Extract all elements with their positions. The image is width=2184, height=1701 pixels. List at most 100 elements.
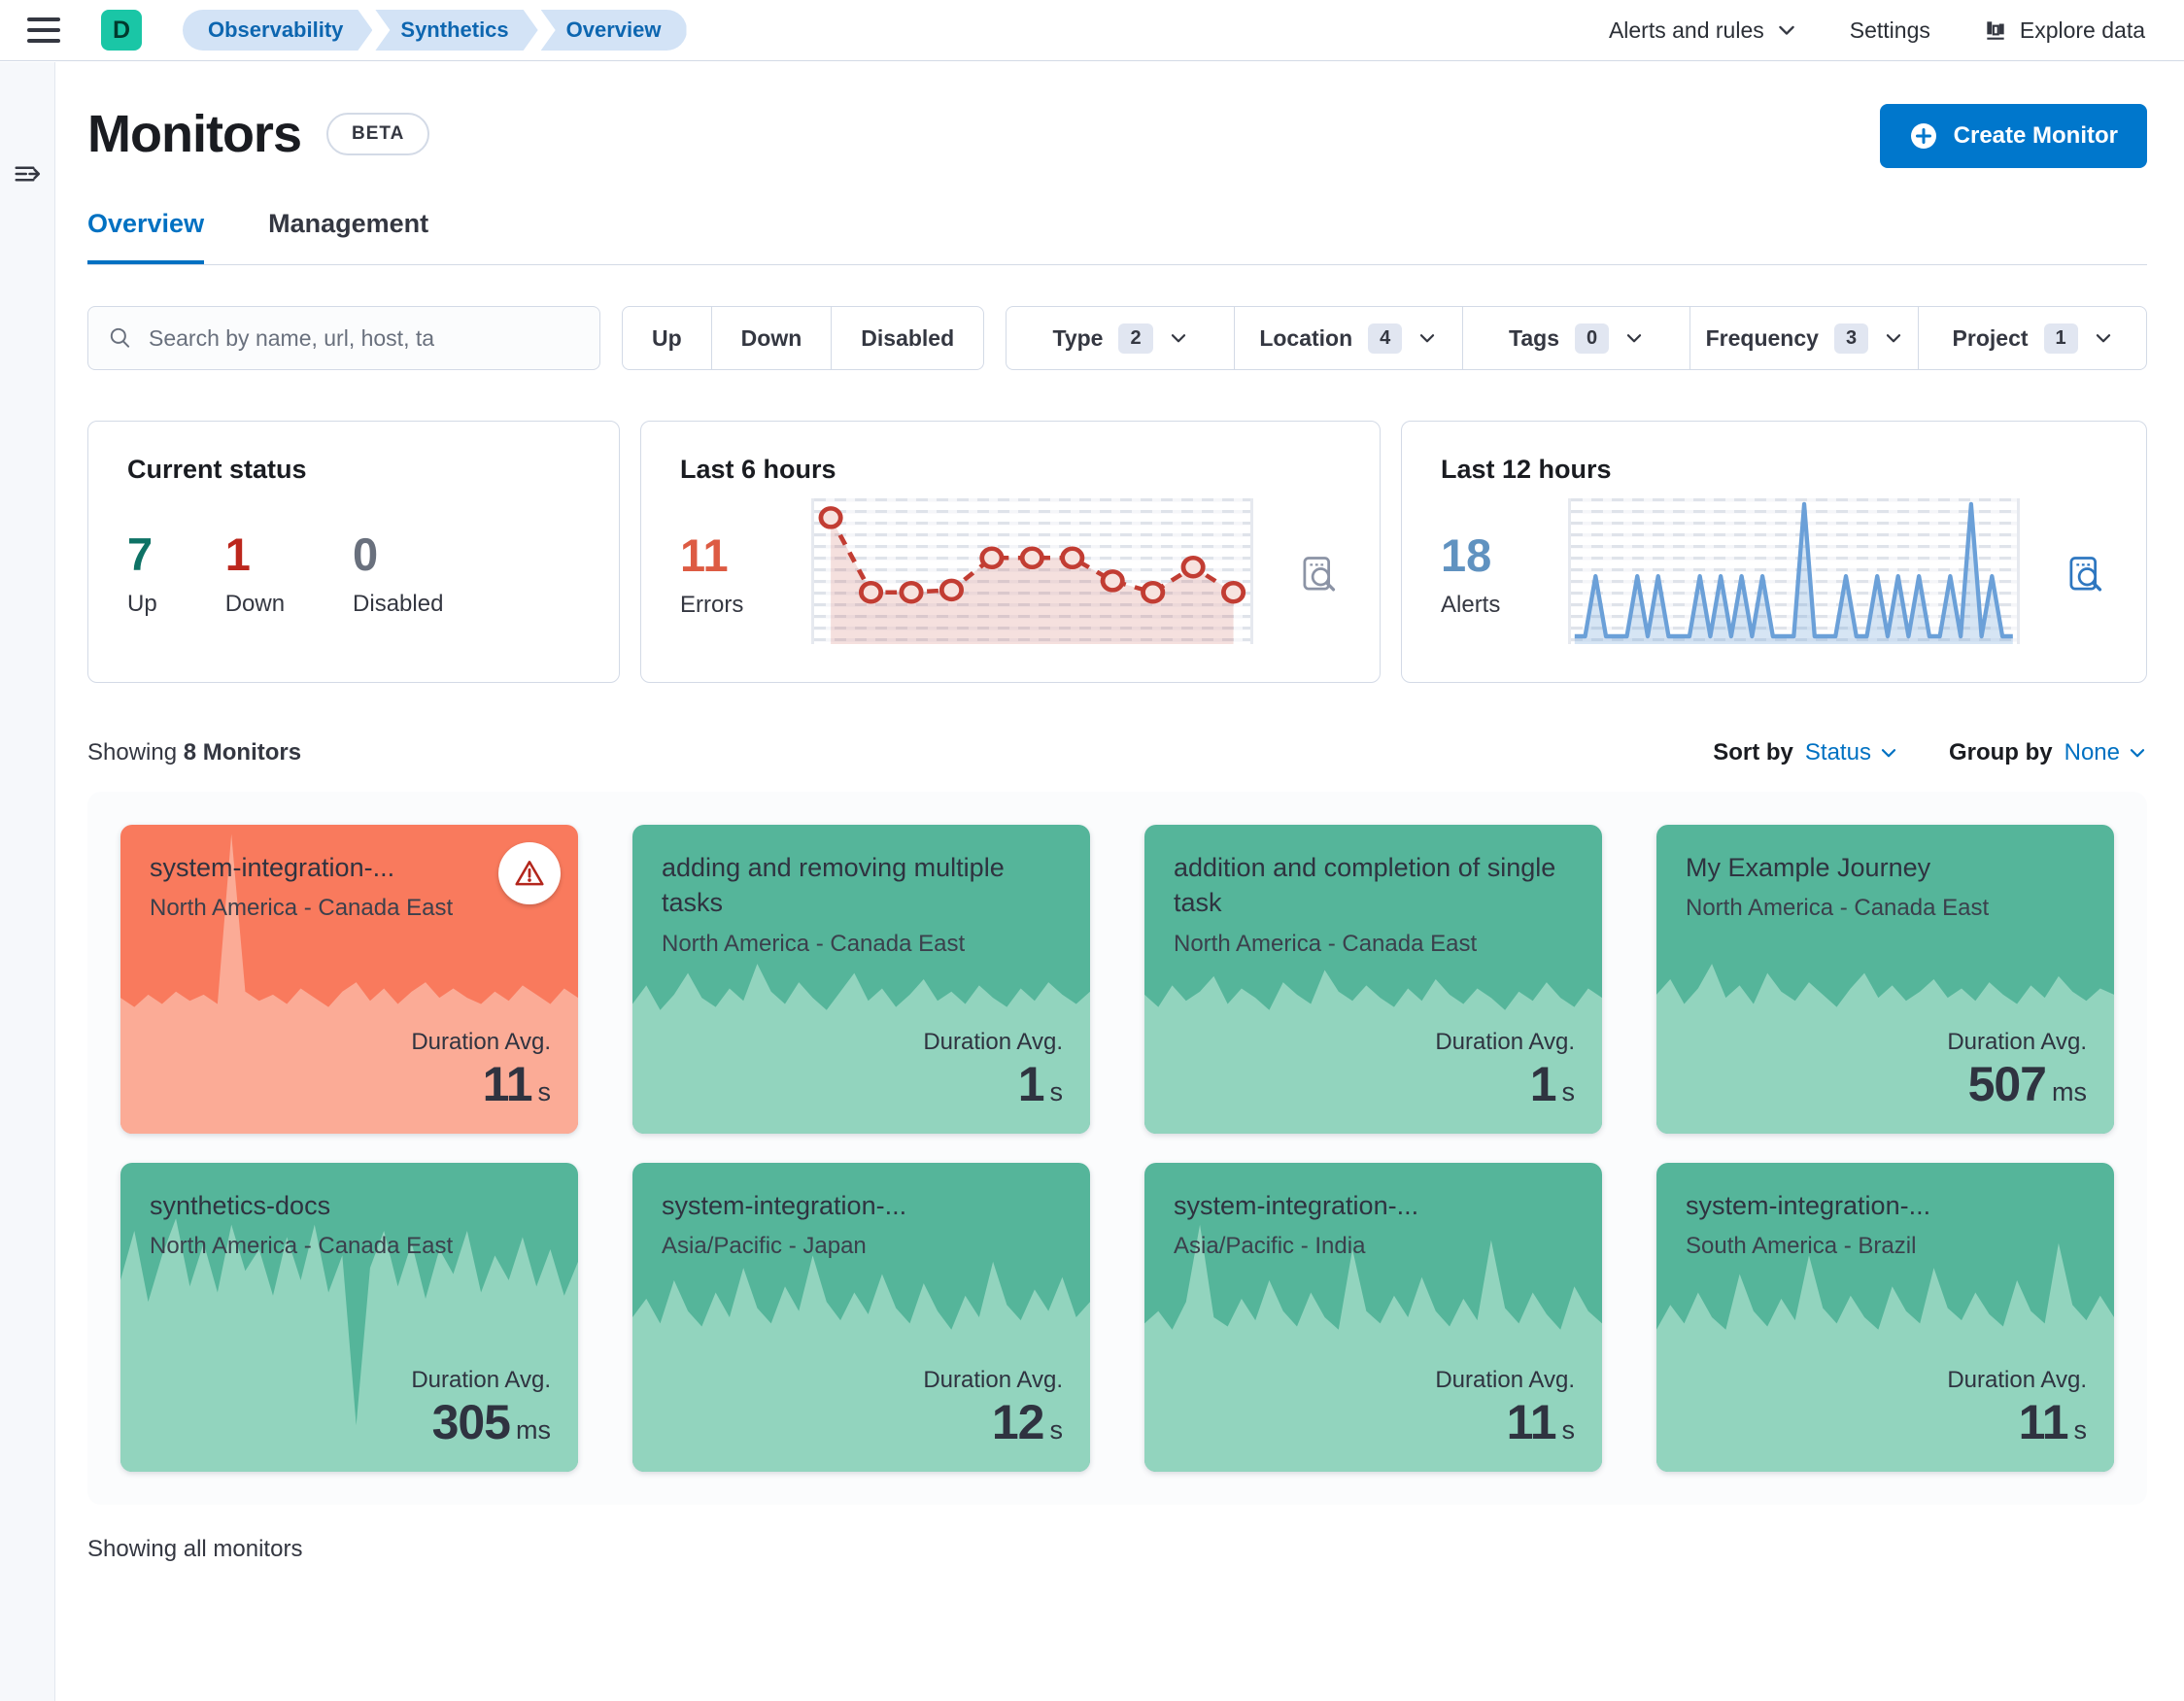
filter-dropdown-location[interactable]: Location 4 — [1235, 307, 1463, 369]
space-avatar[interactable]: D — [101, 10, 142, 51]
monitor-duration: Duration Avg. 305 ms — [411, 1367, 551, 1449]
monitor-card[interactable]: system-integration-... Asia/Pacific - Ind… — [1144, 1163, 1602, 1472]
page-title: Monitors — [87, 105, 302, 163]
last-6-hours-title: Last 6 hours — [680, 455, 836, 484]
filter-count-badge: 1 — [2043, 323, 2078, 354]
filter-label: Frequency — [1705, 324, 1819, 351]
filter-label: Type — [1052, 324, 1104, 351]
duration-sparkline — [120, 1218, 578, 1472]
monitor-location: North America - Canada East — [1174, 930, 1478, 957]
monitor-card[interactable]: system-integration-... Asia/Pacific - Jap… — [632, 1163, 1090, 1472]
status-count-down: 1 Down — [224, 528, 286, 617]
filter-down-button[interactable]: Down — [712, 307, 833, 369]
monitor-location: North America - Canada East — [150, 1233, 454, 1260]
monitor-name: system-integration-... — [1686, 1191, 1931, 1220]
monitor-card[interactable]: system-integration-... North America - Ca… — [120, 825, 578, 1134]
filter-dropdown-project[interactable]: Project 1 — [1919, 307, 2146, 369]
filter-dropdown-type[interactable]: Type 2 — [1007, 307, 1235, 369]
alerts-stat: 18 Alerts — [1441, 528, 1500, 619]
monitor-name: system-integration-... — [1174, 1191, 1419, 1220]
last-12-hours-card: Last 12 hours 18 Alerts — [1401, 421, 2147, 683]
monitor-card[interactable]: system-integration-... South America - Br… — [1656, 1163, 2114, 1472]
monitor-name: My Example Journey — [1686, 853, 1931, 882]
breadcrumb: Observability Synthetics Overview — [183, 10, 690, 51]
monitor-name: synthetics-docs — [150, 1191, 331, 1220]
group-by-control: Group by None — [1949, 739, 2147, 766]
monitor-card[interactable]: addition and completion of single task No… — [1144, 825, 1602, 1134]
monitor-name: adding and removing multiple tasks — [662, 853, 1005, 918]
chevron-down-icon — [1776, 19, 1797, 41]
beta-badge: BETA — [325, 113, 430, 155]
errors-stat: 11 Errors — [680, 528, 743, 619]
inspect-icon[interactable] — [2065, 553, 2107, 595]
filter-count-badge: 4 — [1368, 323, 1403, 354]
sort-by-select[interactable]: Status — [1805, 739, 1898, 766]
filter-count-badge: 3 — [1833, 323, 1869, 354]
filter-count-badge: 2 — [1118, 323, 1153, 354]
duration-sparkline — [1144, 970, 1602, 1134]
filter-dropdown-group: Type 2 Location 4 Tags 0 Frequency 3 Project 1 — [1006, 306, 2147, 370]
breadcrumb-observability[interactable]: Observability — [183, 10, 372, 51]
filter-count-badge: 0 — [1575, 323, 1610, 354]
tab-overview[interactable]: Overview — [87, 209, 205, 264]
tab-management[interactable]: Management — [268, 209, 429, 238]
status-count-disabled: 0 Disabled — [353, 528, 444, 617]
monitor-card[interactable]: synthetics-docs North America - Canada Ea… — [120, 1163, 578, 1472]
settings-link[interactable]: Settings — [1850, 17, 1930, 44]
chevron-down-icon — [1624, 328, 1644, 348]
monitor-duration: Duration Avg. 11 s — [1947, 1367, 2087, 1449]
alerts-count: 18 — [1441, 529, 1492, 581]
expand-sidebar-icon[interactable] — [13, 159, 42, 188]
warning-icon — [498, 842, 561, 904]
errors-count: 11 — [680, 529, 729, 581]
monitor-duration: Duration Avg. 507 ms — [1947, 1029, 2087, 1111]
chevron-down-icon — [1169, 328, 1188, 348]
menu-icon[interactable] — [27, 17, 60, 43]
status-filter-group: Up Down Disabled — [622, 306, 985, 370]
current-status-title: Current status — [127, 455, 307, 484]
create-monitor-button[interactable]: Create Monitor — [1879, 104, 2147, 168]
chevron-down-icon — [1884, 328, 1903, 348]
create-monitor-label: Create Monitor — [1953, 122, 2118, 149]
alerts-chart — [1568, 498, 2020, 644]
monitor-name: addition and completion of single task — [1174, 853, 1556, 918]
monitor-card[interactable]: adding and removing multiple tasks North … — [632, 825, 1090, 1134]
explore-data-link[interactable]: Explore data — [1983, 17, 2145, 44]
duration-sparkline — [632, 1255, 1090, 1472]
search-box — [87, 306, 600, 370]
last-12-hours-title: Last 12 hours — [1441, 455, 1612, 484]
sort-by-label: Sort by — [1713, 739, 1793, 765]
filter-dropdown-tags[interactable]: Tags 0 — [1463, 307, 1691, 369]
monitor-location: Asia/Pacific - Japan — [662, 1233, 867, 1260]
filter-label: Tags — [1509, 324, 1559, 351]
inspect-icon[interactable] — [1298, 553, 1341, 595]
filter-disabled-button[interactable]: Disabled — [861, 324, 955, 351]
monitor-location: Asia/Pacific - India — [1174, 1233, 1366, 1260]
monitor-location: North America - Canada East — [150, 895, 454, 922]
plus-icon — [1909, 121, 1938, 151]
duration-sparkline — [1656, 1242, 2114, 1472]
search-input[interactable] — [149, 324, 580, 352]
bar-chart-icon — [1983, 17, 2008, 43]
top-header: D Observability Synthetics Overview Aler… — [0, 0, 2184, 61]
errors-label: Errors — [680, 592, 744, 618]
status-count-up: 7 Up — [127, 528, 157, 617]
filter-dropdown-frequency[interactable]: Frequency 3 — [1690, 307, 1920, 369]
sort-by-control: Sort by Status — [1713, 739, 1898, 766]
monitor-card[interactable]: My Example Journey North America - Canada… — [1656, 825, 2114, 1134]
monitor-name: system-integration-... — [662, 1191, 907, 1220]
filter-up-button[interactable]: Up — [623, 307, 712, 369]
monitor-duration: Duration Avg. 11 s — [411, 1029, 551, 1111]
alerts-and-rules-label: Alerts and rules — [1608, 17, 1764, 43]
breadcrumb-overview[interactable]: Overview — [540, 10, 687, 51]
errors-chart — [811, 498, 1253, 644]
group-by-select[interactable]: None — [2065, 739, 2147, 766]
filter-label: Location — [1259, 324, 1353, 351]
alerts-and-rules-menu[interactable]: Alerts and rules — [1609, 17, 1797, 44]
filter-label: Project — [1952, 324, 2029, 351]
monitor-location: South America - Brazil — [1686, 1233, 1917, 1260]
monitor-location: North America - Canada East — [1686, 895, 1990, 922]
breadcrumb-synthetics[interactable]: Synthetics — [375, 10, 537, 51]
group-by-label: Group by — [1948, 739, 2053, 765]
chevron-down-icon — [1417, 328, 1437, 348]
